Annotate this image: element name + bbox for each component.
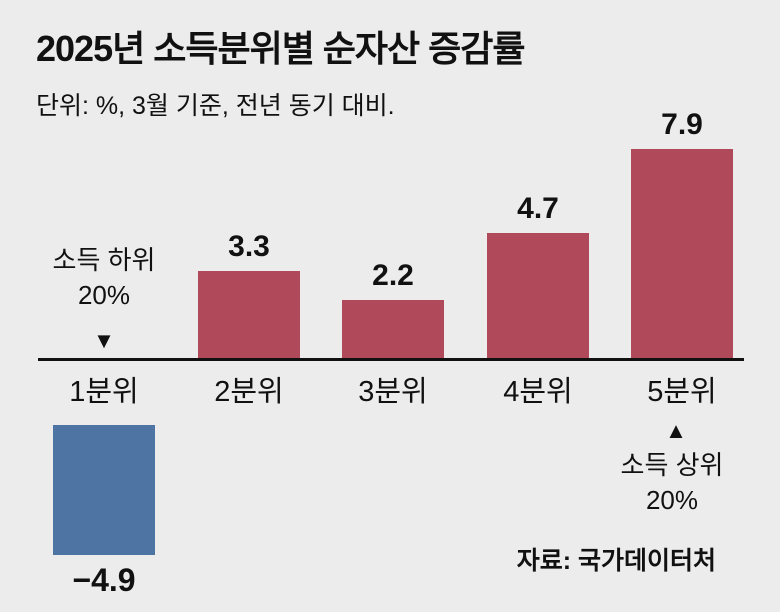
bar-q2 <box>198 271 300 358</box>
category-label-q5: 5분위 <box>647 376 717 408</box>
source-credit: 자료: 국가데이터처 <box>516 547 716 575</box>
value-label-q5: 7.9 <box>661 108 703 141</box>
bar-q1 <box>53 425 155 555</box>
chart-title: 2025년 소득분위별 순자산 증감률 <box>36 28 526 69</box>
annotation-line: 소득 하위 <box>52 245 156 275</box>
category-label-q1: 1분위 <box>69 376 139 408</box>
annotation-income-bottom-20: 소득 하위 20% <box>53 243 156 313</box>
value-label-q4: 4.7 <box>517 192 559 225</box>
bar-q5 <box>631 149 733 358</box>
annotation-line: 20% <box>645 485 699 516</box>
annotation-line: 소득 상위 <box>620 450 724 480</box>
annotation-income-top-20: 소득 상위 20% <box>621 448 724 518</box>
value-label-q1: −4.9 <box>72 562 136 598</box>
down-triangle-icon: ▼ <box>93 328 115 353</box>
value-label-q2: 3.3 <box>228 230 270 263</box>
zero-axis-line <box>38 358 744 361</box>
annotation-line: 20% <box>77 280 131 311</box>
up-triangle-icon: ▲ <box>665 418 687 443</box>
category-label-q2: 2분위 <box>214 376 284 408</box>
chart-subtitle: 단위: %, 3월 기준, 전년 동기 대비. <box>36 92 395 120</box>
category-label-q4: 4분위 <box>503 376 573 408</box>
bar-q4 <box>487 233 589 358</box>
category-label-q3: 3분위 <box>358 376 428 408</box>
bar-q3 <box>342 300 444 358</box>
value-label-q3: 2.2 <box>372 259 414 292</box>
